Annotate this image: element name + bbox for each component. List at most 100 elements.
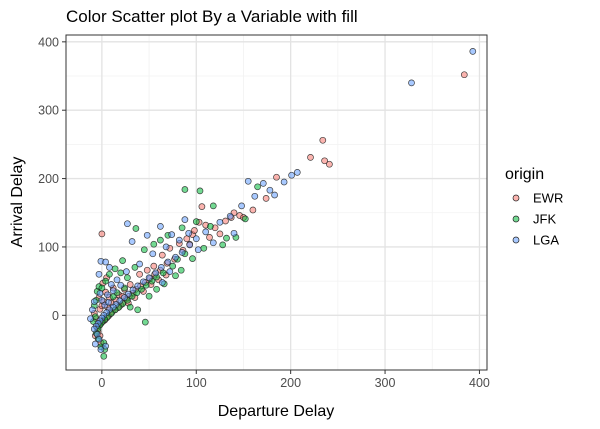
point-lga bbox=[107, 281, 115, 288]
x-tick-label: 400 bbox=[469, 376, 490, 390]
point-lga bbox=[158, 279, 166, 286]
point-jfk bbox=[134, 306, 142, 314]
point-jfk bbox=[106, 270, 113, 278]
legend-title: origin bbox=[505, 166, 544, 183]
point-jfk bbox=[100, 352, 108, 360]
point-lga bbox=[105, 298, 112, 306]
point-lga bbox=[91, 340, 99, 348]
point-jfk bbox=[207, 223, 214, 230]
x-tick-label: 100 bbox=[186, 376, 207, 390]
point-jfk bbox=[178, 224, 186, 232]
point-lga bbox=[106, 264, 113, 271]
y-tick-label: 100 bbox=[38, 240, 59, 254]
point-ewr bbox=[206, 234, 213, 241]
legend-key-lga bbox=[512, 236, 520, 244]
point-ewr bbox=[222, 217, 229, 225]
point-lga bbox=[129, 286, 137, 294]
y-axis-ticks: 0 100 200 300 400 bbox=[38, 35, 66, 323]
point-jfk bbox=[140, 246, 148, 254]
point-lga bbox=[209, 239, 217, 247]
point-jfk bbox=[200, 244, 208, 252]
point-lga bbox=[164, 258, 172, 266]
point-lga bbox=[230, 229, 238, 237]
point-jfk bbox=[254, 183, 261, 191]
point-ewr bbox=[191, 227, 198, 234]
point-jfk bbox=[177, 266, 185, 274]
point-lga bbox=[469, 48, 477, 55]
legend: origin EWR JFK LGA bbox=[505, 166, 563, 248]
point-jfk bbox=[192, 218, 200, 225]
point-jfk bbox=[131, 264, 139, 271]
point-lga bbox=[162, 243, 170, 251]
point-lga bbox=[185, 229, 193, 237]
point-ewr bbox=[216, 230, 224, 238]
point-ewr bbox=[307, 154, 314, 161]
point-lga bbox=[117, 281, 125, 289]
point-lga bbox=[89, 306, 96, 314]
x-tick-label: 300 bbox=[375, 376, 396, 390]
point-jfk bbox=[102, 277, 109, 285]
legend-key-ewr bbox=[512, 194, 520, 202]
point-lga bbox=[124, 220, 131, 228]
point-lga bbox=[90, 325, 98, 333]
point-ewr bbox=[319, 136, 327, 144]
point-lga bbox=[202, 228, 210, 236]
point-lga bbox=[194, 246, 202, 254]
point-lga bbox=[168, 231, 176, 238]
point-jfk bbox=[150, 240, 158, 248]
y-tick-label: 0 bbox=[52, 309, 59, 323]
point-lga bbox=[172, 253, 179, 261]
point-lga bbox=[192, 235, 200, 243]
point-lga bbox=[109, 287, 117, 295]
legend-label-lga: LGA bbox=[533, 233, 559, 248]
point-lga bbox=[226, 212, 234, 220]
point-jfk bbox=[141, 318, 149, 326]
point-lga bbox=[178, 249, 186, 256]
data-points bbox=[87, 48, 477, 360]
point-lga bbox=[181, 216, 189, 223]
point-ewr bbox=[126, 281, 134, 288]
point-jfk bbox=[124, 274, 131, 282]
y-tick-label: 200 bbox=[38, 172, 59, 186]
point-jfk bbox=[189, 255, 196, 262]
plot-border bbox=[65, 34, 488, 371]
point-lga bbox=[145, 274, 153, 282]
point-lga bbox=[102, 342, 109, 350]
point-jfk bbox=[157, 236, 164, 244]
point-lga bbox=[175, 236, 183, 244]
point-jfk bbox=[119, 257, 126, 264]
point-lga bbox=[152, 269, 160, 277]
point-lga bbox=[143, 231, 151, 239]
point-ewr bbox=[326, 160, 333, 168]
point-jfk bbox=[223, 234, 230, 242]
point-ewr bbox=[249, 206, 257, 214]
point-lga bbox=[157, 223, 164, 230]
point-jfk bbox=[241, 215, 249, 223]
point-lga bbox=[238, 202, 245, 210]
point-jfk bbox=[132, 225, 140, 232]
point-lga bbox=[96, 290, 104, 297]
legend-label-ewr: EWR bbox=[533, 191, 563, 206]
point-lga bbox=[97, 346, 105, 353]
point-lga bbox=[87, 315, 94, 323]
point-jfk bbox=[196, 187, 204, 195]
point-jfk bbox=[209, 202, 217, 210]
legend-label-jfk: JFK bbox=[533, 212, 556, 227]
y-axis-title: Arrival Delay bbox=[9, 157, 26, 248]
point-lga bbox=[288, 171, 295, 179]
x-tick-label: 200 bbox=[280, 376, 301, 390]
point-lga bbox=[251, 192, 259, 200]
point-lga bbox=[123, 268, 130, 275]
x-axis-title: Departure Delay bbox=[218, 403, 335, 420]
point-lga bbox=[166, 268, 174, 275]
point-jfk bbox=[111, 265, 119, 273]
point-lga bbox=[134, 282, 142, 290]
point-jfk bbox=[145, 292, 153, 300]
legend-key-jfk bbox=[512, 215, 520, 223]
point-ewr bbox=[262, 195, 270, 202]
point-lga bbox=[216, 218, 224, 226]
point-jfk bbox=[219, 241, 227, 249]
point-jfk bbox=[172, 272, 179, 280]
plot-panel bbox=[65, 34, 488, 371]
